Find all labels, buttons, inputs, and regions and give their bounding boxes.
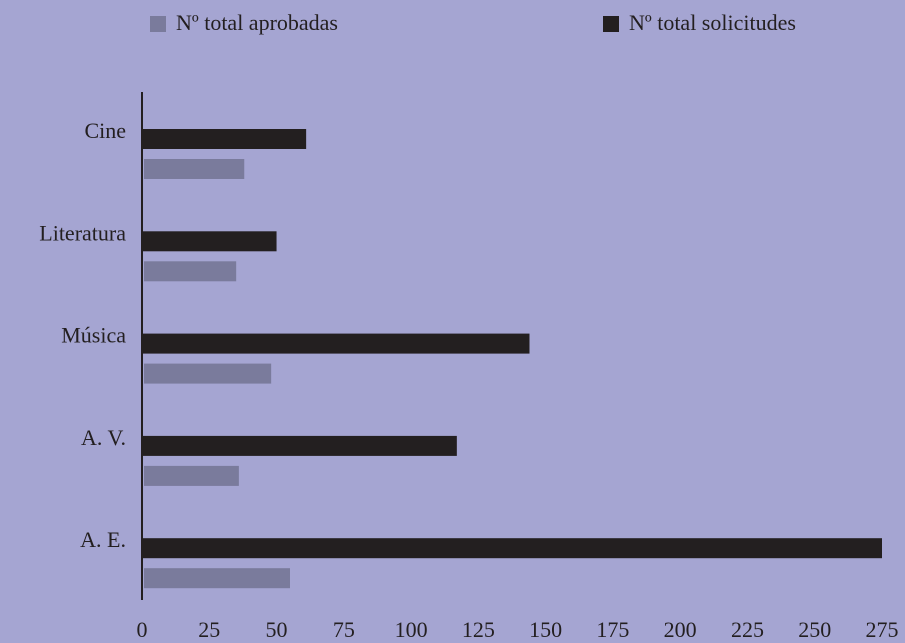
- x-tick-label: 125: [462, 617, 495, 642]
- x-tick-label: 100: [395, 617, 428, 642]
- bar: [144, 568, 290, 589]
- y-tick-label: A. V.: [81, 425, 126, 450]
- x-tick-label: 175: [596, 617, 629, 642]
- y-tick-label: Cine: [84, 118, 126, 143]
- bar: [142, 435, 457, 456]
- bar: [142, 129, 307, 149]
- x-tick-label: 200: [664, 617, 697, 642]
- bar: [144, 465, 239, 486]
- legend-swatch: [603, 16, 619, 32]
- x-tick-label: 275: [866, 617, 899, 642]
- y-tick-label: A. E.: [80, 527, 126, 552]
- bar: [144, 363, 272, 384]
- y-tick-label: Música: [61, 323, 126, 348]
- x-tick-label: 50: [266, 617, 288, 642]
- legend-swatch: [150, 16, 166, 32]
- x-tick-label: 150: [529, 617, 562, 642]
- bar: [142, 538, 882, 559]
- x-tick-label: 25: [198, 617, 220, 642]
- x-tick-label: 0: [137, 617, 148, 642]
- legend-label: Nº total solicitudes: [629, 10, 796, 35]
- x-tick-label: 250: [798, 617, 831, 642]
- y-tick-label: Literatura: [39, 220, 126, 245]
- x-tick-label: 75: [333, 617, 355, 642]
- bar: [142, 231, 277, 252]
- bar: [144, 159, 245, 179]
- legend-label: Nº total aprobadas: [176, 10, 338, 35]
- bar: [142, 333, 530, 354]
- bar: [144, 261, 237, 282]
- x-tick-label: 225: [731, 617, 764, 642]
